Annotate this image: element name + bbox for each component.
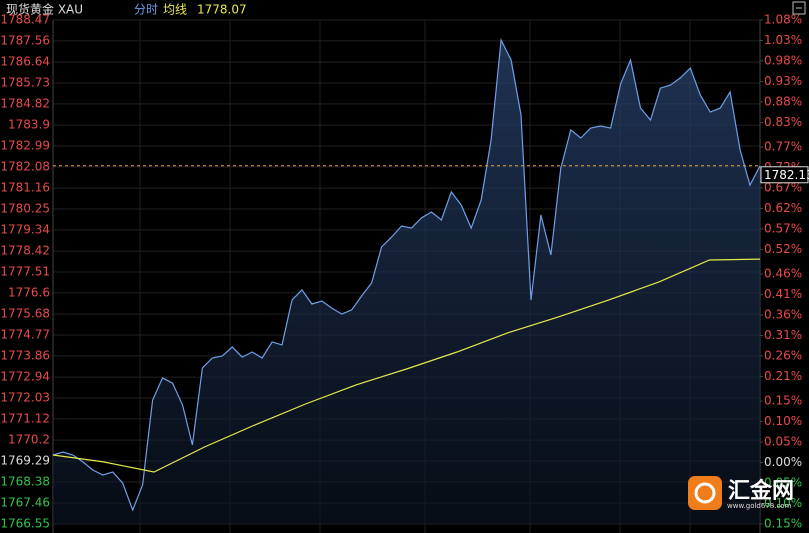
y-tick-label: 1779.34	[0, 222, 50, 236]
y-tick-label: 1775.68	[0, 307, 50, 321]
y2-tick-label: 1.08%	[764, 13, 802, 27]
y2-tick-label: 0.41%	[764, 287, 802, 301]
avg-value: 1778.07	[197, 3, 247, 17]
y2-tick-label: 0.31%	[764, 328, 802, 342]
y-tick-label: 1773.86	[0, 348, 50, 362]
y-tick-label: 1769.29	[0, 454, 50, 468]
y-tick-label: 1766.55	[0, 517, 50, 531]
logo-name: 汇金网	[728, 478, 794, 504]
y2-tick-label: 0.36%	[764, 308, 802, 322]
legend-entry: 分时	[134, 3, 158, 17]
y-tick-label: 1777.51	[0, 265, 50, 279]
y-tick-label: 1778.42	[0, 244, 50, 258]
last-price-tag	[760, 166, 809, 184]
y2-tick-label: 0.88%	[764, 94, 802, 108]
y2-tick-label: 0.67%	[764, 181, 802, 195]
y2-tick-label: 0.26%	[764, 349, 802, 363]
y2-tick-label: 0.10%	[764, 496, 802, 510]
y-tick-label: 1782.08	[0, 159, 50, 173]
y-tick-label: 1785.73	[0, 76, 50, 90]
y-tick-label: 1787.56	[0, 33, 50, 47]
y2-tick-label: 0.98%	[764, 53, 802, 67]
y-tick-label: 1783.9	[8, 118, 50, 132]
logo: 汇金网 www.gold678.com	[688, 476, 794, 510]
y-tick-label: 1767.46	[0, 496, 50, 510]
legend-entry: 均线	[163, 3, 187, 17]
y-tick-label: 1772.94	[0, 370, 50, 384]
chart-title: 现货黄金 XAU	[6, 2, 83, 17]
price-line	[52, 37, 761, 512]
y2-tick-label: 0.00%	[764, 455, 802, 469]
logo-url: www.gold678.com	[727, 502, 792, 510]
y2-tick-label: 0.83%	[764, 115, 802, 129]
y2-tick-label: 0.15%	[764, 517, 802, 531]
y2-tick-label: 0.46%	[764, 267, 802, 281]
menu-icon[interactable]	[792, 1, 806, 15]
y-tick-label: 1786.64	[0, 55, 50, 69]
average-line	[52, 258, 761, 473]
y-tick-label: 1781.16	[0, 181, 50, 195]
y2-tick-label: 0.77%	[764, 140, 802, 154]
y2-tick-label: 0.10%	[764, 414, 802, 428]
y2-tick-label: 0.21%	[764, 369, 802, 383]
y-tick-label: 1780.25	[0, 202, 50, 216]
y2-tick-label: 1.03%	[764, 33, 802, 47]
y-tick-label: 1770.2	[8, 433, 50, 447]
y2-tick-label: 0.05%	[764, 435, 802, 449]
y-tick-label: 1782.99	[0, 139, 50, 153]
y-tick-label: 1776.6	[8, 285, 50, 299]
price-area	[53, 40, 760, 524]
y-tick-label: 1768.38	[0, 474, 50, 488]
y-tick-label: 1788.47	[0, 13, 50, 27]
y-tick-label: 1774.77	[0, 328, 50, 342]
last-price-label: 1782.13	[764, 168, 809, 182]
y-tick-label: 1771.12	[0, 411, 50, 425]
y2-tick-label: 0.57%	[764, 221, 802, 235]
y-tick-label: 1772.03	[0, 391, 50, 405]
y2-tick-label: 0.05%	[764, 476, 802, 490]
y2-tick-label: 0.52%	[764, 242, 802, 256]
y2-tick-label: 0.93%	[764, 74, 802, 88]
y-tick-label: 1784.82	[0, 96, 50, 110]
y2-tick-label: 0.15%	[764, 394, 802, 408]
y2-tick-label: 0.62%	[764, 201, 802, 215]
